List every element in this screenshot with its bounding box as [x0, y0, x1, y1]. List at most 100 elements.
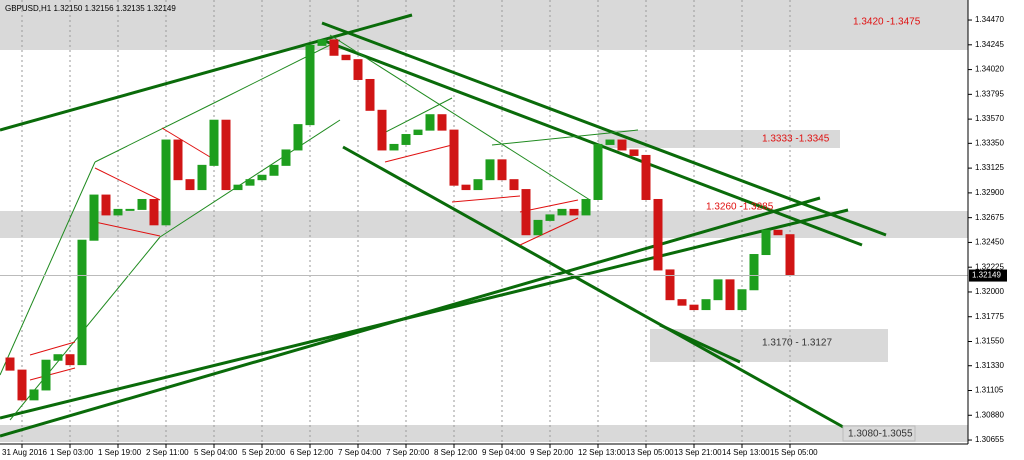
y-tick-label: 1.31105: [975, 386, 1004, 395]
y-tick-label: 1.34470: [975, 15, 1004, 24]
candle: [761, 229, 771, 256]
y-tick-label: 1.30880: [975, 410, 1004, 419]
trendline: [159, 119, 341, 238]
x-tick-label: 1 Sep 03:00: [50, 448, 94, 457]
trendline: [0, 161, 96, 376]
candle: [485, 159, 495, 181]
candle: [173, 139, 183, 181]
candle: [389, 143, 399, 151]
x-tick-label: 1 Sep 19:00: [98, 448, 142, 457]
zone: [598, 130, 840, 148]
candle: [425, 114, 435, 131]
candle: [317, 39, 327, 46]
candle: [749, 254, 759, 291]
candle: [161, 139, 171, 226]
flag-line: [384, 144, 453, 163]
flag-line: [519, 217, 579, 246]
candle: [725, 279, 735, 311]
candle: [665, 269, 675, 301]
candle: [113, 208, 123, 216]
x-tick-label: 5 Sep 04:00: [194, 448, 238, 457]
candle: [149, 198, 159, 226]
candle: [89, 194, 99, 241]
time-axis-bg: [0, 444, 968, 460]
candle: [221, 119, 231, 191]
candle: [413, 129, 423, 136]
candle: [245, 179, 255, 186]
y-tick-label: 1.31330: [975, 361, 1004, 370]
trendline: [0, 13, 413, 132]
candle: [773, 229, 783, 236]
zone-label: 1.3170 - 1.3127: [762, 338, 832, 349]
candle: [281, 149, 291, 166]
x-tick-label: 5 Sep 20:00: [242, 448, 286, 457]
candle: [41, 359, 51, 391]
candle: [605, 139, 615, 145]
candle: [581, 198, 591, 216]
trendline: [0, 196, 821, 438]
candle: [653, 198, 663, 271]
flag-line: [451, 195, 521, 203]
candle: [677, 299, 687, 306]
candle: [641, 154, 651, 200]
zone: [650, 329, 888, 362]
candle: [341, 54, 351, 61]
candle: [329, 39, 339, 56]
x-tick-label: 12 Sep 13:00: [578, 448, 626, 457]
flag-line: [161, 127, 216, 161]
y-tick-label: 1.34020: [975, 65, 1004, 74]
last-price-box: [969, 269, 1007, 282]
price-axis-bg: [968, 0, 1024, 460]
zone-label: 1.3260 -1.3285: [706, 202, 774, 213]
candle: [77, 239, 87, 366]
candle: [701, 299, 711, 311]
candle: [545, 214, 555, 221]
candle: [185, 179, 195, 191]
y-tick-label: 1.34245: [975, 40, 1004, 49]
candle: [353, 59, 363, 80]
y-tick-label: 1.33350: [975, 138, 1004, 147]
zone: [0, 425, 968, 442]
y-tick-label: 1.32225: [975, 262, 1004, 271]
candle: [209, 119, 219, 166]
candle: [233, 184, 243, 191]
y-tick-label: 1.31550: [975, 337, 1004, 346]
trendline: [491, 129, 639, 146]
candle: [197, 164, 207, 191]
candle: [269, 164, 279, 176]
y-tick-label: 1.33125: [975, 163, 1004, 172]
candle: [497, 159, 507, 181]
candle: [5, 357, 15, 371]
zone-label: 1.3333 -1.3345: [762, 134, 830, 145]
candle: [53, 354, 63, 361]
zone-label: 1.3080-1.3055: [848, 429, 913, 440]
candle: [257, 174, 267, 181]
candle: [617, 139, 627, 151]
candle: [533, 219, 543, 236]
candle: [689, 304, 699, 311]
candle: [17, 369, 27, 401]
candle: [365, 78, 375, 111]
zone-label-box: [842, 425, 916, 442]
candle: [509, 179, 519, 191]
trendline: [94, 99, 221, 163]
trendlines: [0, 13, 887, 438]
candle: [569, 208, 579, 216]
candle: [473, 179, 483, 191]
candle: [401, 134, 411, 145]
candle: [65, 354, 75, 366]
x-tick-label: 7 Sep 20:00: [386, 448, 430, 457]
trendline: [321, 21, 887, 237]
x-tick-label: 31 Aug 2016: [2, 448, 47, 457]
candle: [557, 208, 567, 216]
zone-label: 1.3420 -1.3475: [853, 17, 921, 28]
candles: [0, 39, 968, 401]
flag-line: [29, 367, 76, 381]
x-tick-label: 6 Sep 12:00: [290, 448, 334, 457]
candle: [737, 289, 747, 311]
candle: [101, 194, 111, 216]
axes: 1.34470 1.34245 1.34020 1.33795 1.33570 1.333…: [2, 15, 1007, 457]
y-tick-label: 1.32900: [975, 188, 1004, 197]
candle: [629, 149, 639, 156]
